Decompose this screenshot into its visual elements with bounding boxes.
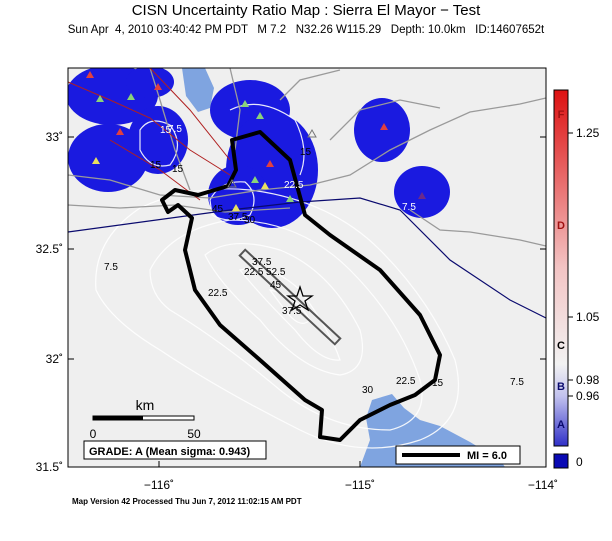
grade-letter: A [557, 419, 565, 431]
contour-label: 15 [150, 160, 162, 171]
grade-box: GRADE: A (Mean sigma: 0.943) [83, 440, 267, 460]
faults [68, 68, 231, 201]
contour-label: 22.5 [244, 267, 264, 278]
lat-tick: 33˚ [46, 130, 63, 144]
grade-letter: D [557, 220, 565, 232]
colorbar: F D C B A 1.25 1.05 0.98 0.96 0 [553, 89, 600, 469]
scale-end: 50 [187, 427, 201, 441]
contour-label: 7.5 [168, 124, 182, 135]
contour-label: 52.5 [266, 267, 286, 278]
footer-note: Map Version 42 Processed Thu Jun 7, 2012… [72, 497, 302, 506]
latitude-labels: 33˚ 32.5˚ 32˚ 31.5˚ [36, 130, 63, 474]
longitude-labels: −116˚ −115˚ −114˚ [144, 478, 558, 492]
event-info: Sun Apr 4, 2010 03:40:42 PM PDT M 7.2 N3… [67, 24, 545, 36]
contour-label: 15 [172, 164, 184, 175]
salton-sea [182, 68, 214, 112]
contour-label: 22.5 [396, 376, 416, 387]
stations [86, 71, 426, 211]
roads [68, 68, 546, 247]
international-border [68, 197, 546, 319]
contour-label: 30 [244, 215, 256, 226]
grade-letter: B [557, 381, 565, 393]
contour-label: 7.5 [510, 377, 524, 388]
lat-tick: 31.5˚ [36, 460, 63, 474]
map-frame [67, 67, 547, 468]
colorbar-value: 0.96 [576, 389, 600, 403]
contour-label: 37.5 [252, 257, 272, 268]
page-title: CISN Uncertainty Ratio Map : Sierra El M… [131, 2, 481, 19]
lon-tick: −116˚ [144, 478, 174, 492]
lon-tick: −115˚ [345, 478, 375, 492]
axis-ticks [68, 136, 547, 468]
contour-label: 15 [160, 125, 172, 136]
contour-label: 45 [270, 280, 282, 291]
fault-rupture [238, 248, 342, 346]
lat-tick: 32˚ [46, 352, 63, 366]
colorbar-value: 1.25 [576, 126, 600, 140]
contour-label: 22.5 [284, 180, 304, 191]
grade-letter: F [558, 109, 565, 121]
contour-label: 22.5 [208, 288, 228, 299]
scale-bar: km 0 50 [90, 397, 201, 441]
lat-tick: 32.5˚ [36, 242, 63, 256]
ratio-boundary-contour [160, 130, 442, 442]
contour-label: 15 [300, 147, 312, 158]
colorbar-zero-swatch [553, 453, 569, 469]
contour-label: 15 [432, 378, 444, 389]
colorbar-value: 0 [576, 455, 583, 469]
mi-label: MI = 6.0 [467, 450, 507, 462]
contour-label: 37.5 [228, 212, 248, 223]
scale-unit: km [136, 397, 155, 413]
colorbar-value: 1.05 [576, 310, 600, 324]
grade-letter: C [557, 340, 565, 352]
scale-start: 0 [90, 427, 97, 441]
contour-label: 37.5 [282, 306, 302, 317]
contour-labels: 7.5 15 15 22.5 30 37.5 45 7.5 22.5 37.5 … [104, 124, 524, 396]
contour-label: 30 [362, 385, 374, 396]
mi-legend: MI = 6.0 [395, 445, 521, 465]
contour-label: 45 [212, 204, 224, 215]
colorbar-value: 0.98 [576, 373, 600, 387]
map-area[interactable]: 7.5 15 15 22.5 30 37.5 45 7.5 22.5 37.5 … [66, 65, 546, 467]
contour-label: 7.5 [402, 202, 416, 213]
epicenter-star[interactable] [285, 284, 315, 312]
colorbar-gradient [553, 89, 569, 447]
contour-label: 7.5 [104, 262, 118, 273]
lon-tick: −114˚ [528, 478, 558, 492]
grade-text: GRADE: A (Mean sigma: 0.943) [89, 446, 251, 458]
